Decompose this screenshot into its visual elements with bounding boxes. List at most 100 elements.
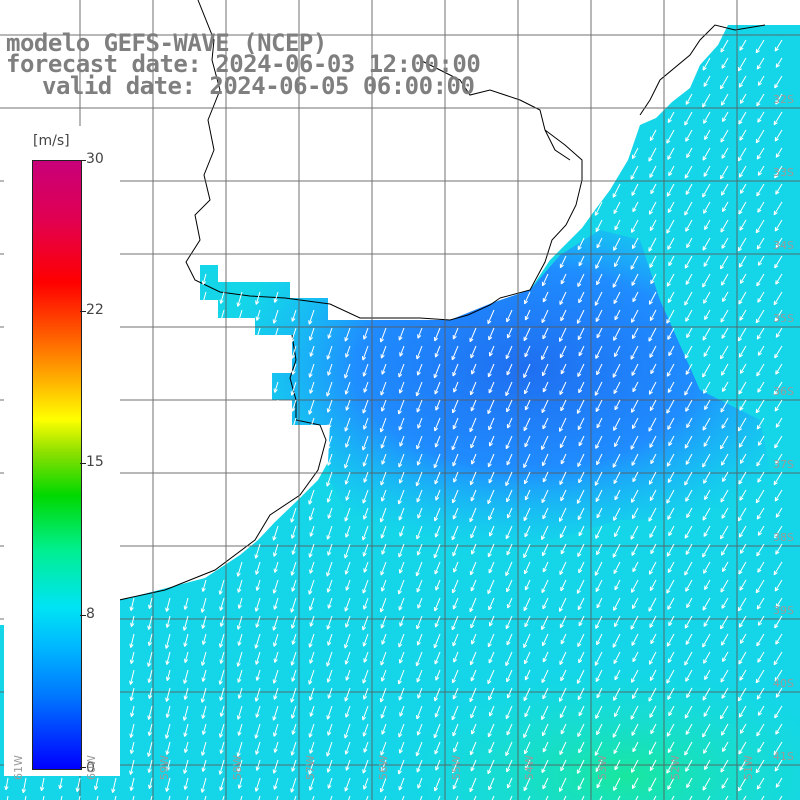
colorbar-tick-mark: [80, 311, 86, 312]
wind-arrow: [666, 219, 675, 234]
wind-arrow: [596, 723, 603, 736]
wind-arrow: [542, 651, 549, 663]
wind-arrow: [756, 57, 765, 70]
wind-arrow: [719, 525, 729, 540]
wind-arrow: [469, 777, 477, 793]
wind-arrow: [201, 741, 207, 756]
wind-arrow: [756, 327, 765, 340]
wind-arrow: [147, 651, 153, 667]
wind-arrow: [667, 651, 675, 663]
wind-arrow: [704, 219, 711, 230]
wind-arrow: [398, 723, 405, 738]
wind-arrow: [398, 741, 405, 754]
wind-arrow: [774, 759, 783, 772]
wind-arrow: [775, 237, 783, 248]
wind-arrow: [129, 633, 135, 648]
wind-arrow: [326, 705, 333, 720]
wind-arrow: [774, 309, 783, 322]
wind-arrow: [272, 669, 279, 684]
wind-arrow: [506, 597, 513, 609]
wind-arrow: [254, 723, 261, 739]
wind-arrow: [541, 579, 549, 594]
wind-arrow: [774, 165, 783, 179]
wind-arrow: [757, 201, 765, 213]
wind-arrow: [667, 237, 675, 250]
wind-arrow: [560, 273, 567, 285]
wind-arrow: [612, 273, 621, 288]
wind-arrow: [524, 381, 531, 395]
wind-arrow: [505, 345, 513, 360]
wind-arrow: [719, 345, 729, 360]
wind-arrow: [345, 579, 351, 591]
wind-arrow: [326, 471, 333, 487]
lat-label: 36S: [773, 385, 794, 398]
wind-arrow: [756, 93, 765, 107]
wind-arrow: [183, 723, 189, 737]
wind-arrow: [236, 291, 243, 307]
wind-arrow: [290, 651, 297, 666]
wind-arrow: [721, 507, 729, 519]
wind-arrow: [147, 741, 153, 757]
coastline-brazil: [639, 24, 766, 116]
wind-arrow: [577, 633, 585, 647]
lat-label: 38S: [773, 531, 794, 544]
wind-arrow: [397, 669, 405, 685]
wind-arrow: [290, 417, 297, 433]
wind-arrow: [523, 687, 531, 702]
wind-arrow: [738, 165, 747, 178]
wind-arrow: [739, 489, 747, 501]
wind-arrow: [327, 777, 333, 789]
wind-arrow: [685, 453, 693, 465]
wind-arrow: [308, 309, 315, 325]
wind-arrow: [686, 147, 693, 159]
wind-arrow: [702, 237, 711, 251]
wind-arrow: [397, 759, 405, 775]
colorbar-tick-mark: [80, 160, 86, 161]
wind-arrow: [505, 615, 513, 630]
wind-arrow: [433, 687, 441, 702]
wind-arrow: [666, 399, 675, 414]
wind-arrow: [452, 417, 459, 430]
wind-arrow: [237, 687, 243, 699]
wind-arrow: [595, 399, 603, 413]
wind-arrow: [542, 471, 549, 483]
wind-arrow: [702, 363, 711, 378]
wind-arrow: [648, 561, 657, 575]
wind-arrow: [397, 489, 405, 505]
wind-arrow: [631, 633, 639, 646]
wind-arrow: [506, 507, 513, 519]
wind-arrow: [383, 795, 387, 800]
wind-arrow: [308, 723, 315, 738]
wind-arrow: [686, 237, 693, 249]
wind-arrow: [668, 525, 675, 537]
wind-arrow: [451, 345, 459, 361]
wind-arrow: [559, 597, 567, 612]
wind-arrow: [648, 327, 657, 342]
wind-arrow: [756, 597, 765, 610]
wind-arrow: [630, 165, 639, 180]
wind-arrow: [632, 201, 639, 213]
wind-arrow: [541, 525, 549, 540]
wind-arrow: [218, 723, 225, 738]
wind-arrow: [613, 687, 621, 701]
wind-arrow: [702, 57, 711, 71]
wind-arrow: [756, 183, 765, 197]
wind-arrow: [775, 543, 783, 555]
wind-arrow: [702, 777, 711, 791]
wind-arrow: [130, 705, 135, 718]
wind-arrow: [470, 669, 477, 682]
wind-arrow: [524, 435, 531, 448]
wind-arrow: [685, 129, 693, 142]
wind-arrow: [488, 327, 495, 341]
lat-label: 33S: [773, 166, 794, 179]
wind-arrow: [721, 777, 729, 789]
wind-arrow: [204, 795, 207, 800]
wind-arrow: [577, 417, 585, 431]
wind-arrow: [775, 687, 783, 698]
wind-arrow: [631, 597, 639, 610]
wind-arrow: [666, 453, 675, 467]
wind-arrow: [416, 633, 423, 646]
wind-arrow: [435, 759, 441, 771]
wind-arrow: [774, 39, 783, 52]
